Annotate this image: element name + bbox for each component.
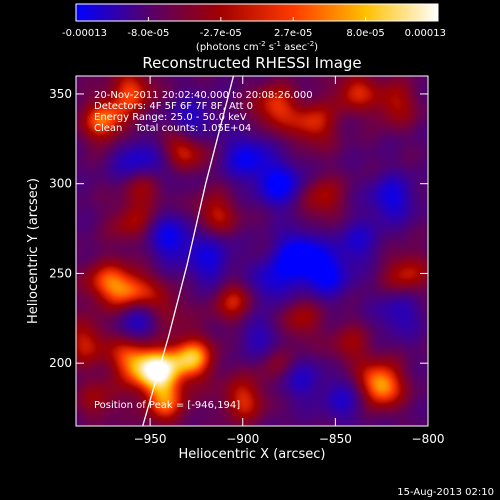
x-axis: −950 −900 −850 −800 [134,76,445,446]
info-detectors: Detectors: 4F 5F 6F 7F 8F, Att 0 [94,101,253,112]
y-axis-label: Heliocentric Y (arcsec) [26,178,41,324]
chart-title: Reconstructed RHESSI Image [142,54,361,72]
info-time-range: 20-Nov-2011 20:02:40.000 to 20:08:26.000 [94,90,313,101]
x-tick-label: −950 [134,432,167,446]
solar-limb-curve [142,76,235,426]
colorbar-tick-label: 0.00013 [405,28,446,39]
heatmap-canvas [76,76,428,426]
y-tick-label: 250 [49,266,72,280]
x-tick-label: −900 [226,432,259,446]
colorbar-tick-label: 8.0e-05 [346,28,384,39]
observation-info: 20-Nov-2011 20:02:40.000 to 20:08:26.000… [94,90,313,411]
y-axis: 200 250 300 350 [49,87,428,370]
y-tick-label: 200 [49,356,72,370]
footer-timestamp: 15-Aug-2013 02:10 [397,487,494,498]
colorbar-tick-label: -2.7e-05 [200,28,242,39]
colorbar-tick-label: -8.0e-05 [127,28,169,39]
y-tick-label: 350 [49,87,72,101]
x-axis-label: Heliocentric X (arcsec) [179,447,326,462]
x-tick-label: −850 [319,432,352,446]
y-tick-label: 300 [49,177,72,191]
colorbar-ticks: -0.00013 -8.0e-05 -2.7e-05 2.7e-05 8.0e-05 0.… [62,17,446,39]
colorbar-unit: (photons cm-2 s-1 asec-2) [196,40,318,53]
colorbar: -0.00013 -8.0e-05 -2.7e-05 2.7e-05 8.0e-05 0.… [62,3,446,53]
colorbar-gradient [75,3,439,22]
peak-position-label: Position of Peak = [-946,194] [94,400,240,411]
colorbar-tick-label: 2.7e-05 [274,28,312,39]
info-clean-counts: Clean Total counts: 1.05E+04 [94,123,251,134]
heatmap-image [76,76,428,426]
info-energy-range: Energy Range: 25.0 - 50.0 keV [94,112,247,123]
x-tick-label: −800 [412,432,445,446]
plot-frame [75,75,429,427]
colorbar-tick-label: -0.00013 [62,28,107,39]
